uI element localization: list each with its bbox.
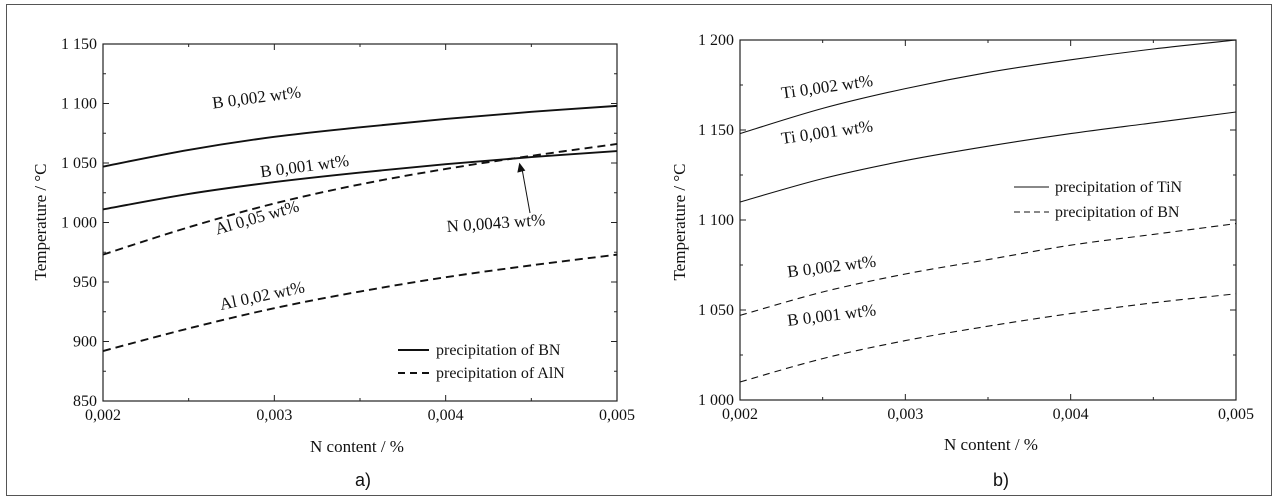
y-axis-title: Temperature / °C — [670, 163, 689, 280]
panel-caption: a) — [355, 470, 371, 490]
series-label: B 0,001 wt% — [259, 151, 350, 181]
series-label: Ti 0,002 wt% — [780, 71, 874, 103]
x-tick-label: 0,002 — [85, 407, 121, 424]
y-tick-label: 1 050 — [698, 302, 734, 319]
x-axis-title: N content / % — [310, 437, 404, 456]
x-tick-label: 0,003 — [256, 407, 292, 424]
series-line-0-0 — [102, 104, 618, 168]
panel-caption: b) — [993, 470, 1009, 490]
annotation-label: N 0,0043 wt% — [446, 210, 546, 236]
y-tick-label: 900 — [73, 334, 97, 351]
y-tick-label: 950 — [73, 274, 97, 291]
y-tick-label: 1 200 — [698, 32, 734, 49]
x-tick-label: 0,003 — [887, 406, 923, 423]
y-tick-label: 1 100 — [61, 96, 97, 113]
x-tick-label: 0,002 — [722, 406, 758, 423]
series-line-0-2 — [102, 143, 618, 256]
y-tick-label: 1 050 — [61, 155, 97, 172]
figure-frame — [6, 4, 1272, 496]
y-tick-label: 1 000 — [698, 392, 734, 409]
x-tick-label: 0,005 — [599, 407, 635, 424]
y-tick-label: 1 100 — [698, 212, 734, 229]
legend-label: precipitation of BN — [436, 342, 561, 359]
arrow-head — [517, 162, 526, 173]
series-line-1-3 — [739, 293, 1237, 383]
y-tick-label: 1 150 — [698, 122, 734, 139]
series-label: Ti 0,001 wt% — [780, 116, 874, 148]
series-label: Al 0,05 wt% — [213, 196, 301, 238]
y-tick-label: 1 150 — [61, 36, 97, 53]
series-label: B 0,002 wt% — [211, 82, 302, 112]
series-label: B 0,002 wt% — [786, 252, 877, 282]
y-tick-label: 1 000 — [61, 215, 97, 232]
series-line-1-1 — [739, 111, 1237, 203]
series-line-0-1 — [102, 150, 618, 211]
series-label: B 0,001 wt% — [786, 300, 877, 330]
y-tick-label: 850 — [73, 393, 97, 410]
legend-label: precipitation of TiN — [1055, 179, 1183, 196]
series-line-0-3 — [102, 253, 618, 352]
x-tick-label: 0,004 — [428, 407, 464, 424]
x-tick-label: 0,005 — [1218, 406, 1254, 423]
series-line-1-2 — [739, 223, 1237, 316]
x-tick-label: 0,004 — [1053, 406, 1089, 423]
legend-label: precipitation of BN — [1055, 204, 1180, 221]
x-axis-title: N content / % — [944, 435, 1038, 454]
annotation-arrow — [521, 170, 531, 214]
series-label: Al 0,02 wt% — [218, 277, 306, 314]
legend-label: precipitation of AlN — [436, 365, 565, 382]
y-axis-title: Temperature / °C — [31, 163, 50, 280]
series-line-1-0 — [739, 39, 1237, 135]
